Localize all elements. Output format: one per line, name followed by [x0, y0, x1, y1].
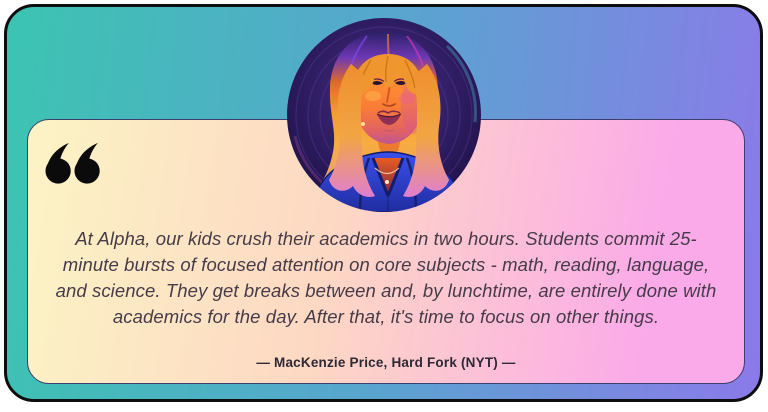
quote-line: and science. They get breaks between and…	[55, 280, 717, 301]
quote-line: academics for the day. After that, it's …	[112, 306, 660, 327]
gradient-card: At Alpha, our kids crush their academics…	[4, 4, 763, 402]
quote-line: At Alpha, our kids crush their academics…	[75, 228, 697, 249]
quote-line: minute bursts of focused attention on co…	[62, 254, 710, 275]
attribution: — MacKenzie Price, Hard Fork (NYT) —	[256, 355, 516, 370]
quote-text: At Alpha, our kids crush their academics…	[28, 226, 744, 330]
double-quote-icon	[45, 142, 103, 185]
avatar	[287, 18, 481, 212]
portrait-illustration	[287, 18, 481, 212]
